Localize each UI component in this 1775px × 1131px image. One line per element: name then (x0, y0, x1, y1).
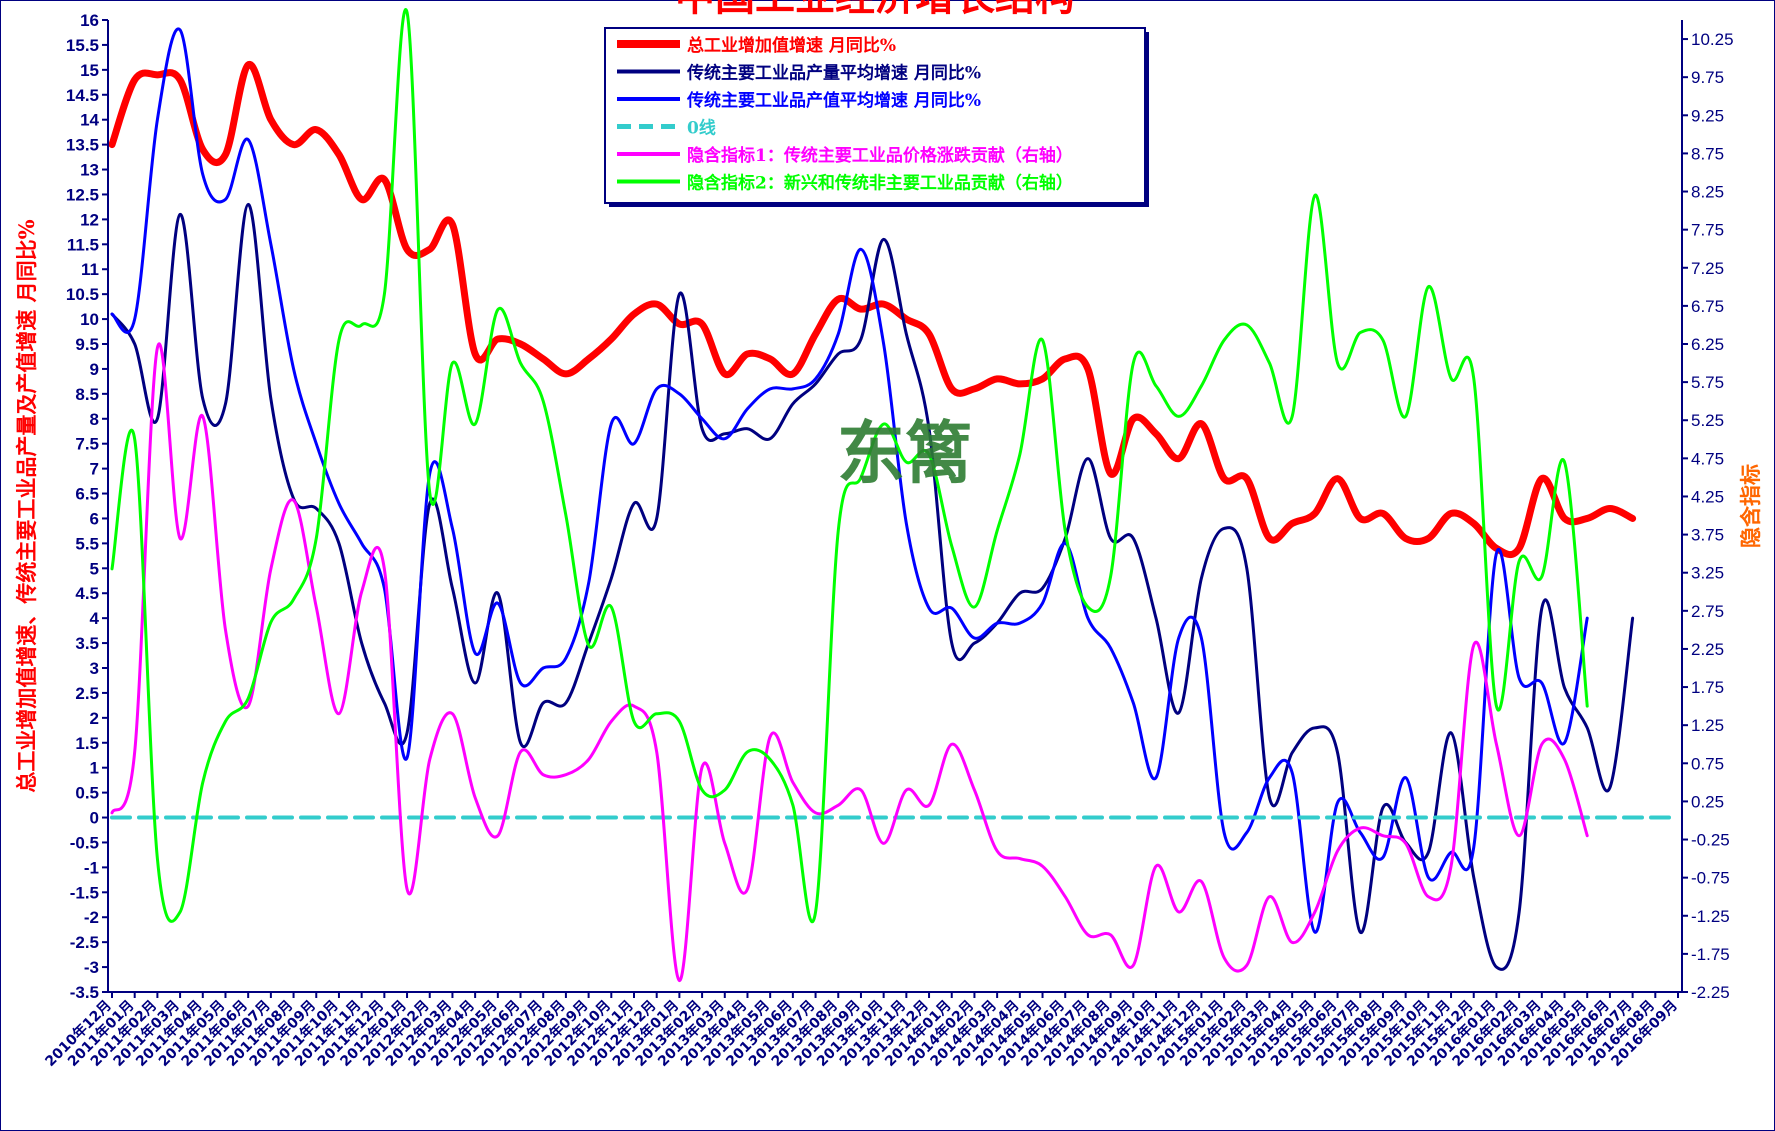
y-tick-label-left: 16 (80, 11, 99, 30)
y-tick-label-left: 11 (81, 260, 99, 279)
y-tick-label-left: 12 (80, 210, 99, 229)
y-tick-label-right: 8.25 (1691, 183, 1724, 202)
y-tick-label-left: 13 (80, 161, 99, 180)
y-tick-label-right: 7.25 (1691, 259, 1724, 278)
y-tick-label-right: 3.25 (1691, 564, 1724, 583)
y-tick-label-left: 10.5 (66, 285, 99, 304)
legend-entry-label: 隐含指标1：传统主要工业品价格涨跌贡献（右轴） (687, 145, 1073, 166)
y-tick-label-left: 3.5 (75, 634, 99, 653)
y-tick-label-right: 1.75 (1691, 678, 1724, 697)
y-tick-label-left: -3 (84, 958, 99, 977)
y-tick-label-right: 1.25 (1691, 716, 1724, 735)
y-tick-label-right: 6.75 (1691, 297, 1724, 316)
y-tick-label-right: 0.25 (1691, 792, 1724, 811)
y-tick-label-left: 4 (90, 609, 100, 628)
y-tick-label-right: 10.25 (1691, 30, 1734, 49)
y-axis-label-right: 隐含指标 (1738, 464, 1763, 548)
legend: 总工业增加值增速 月同比% 传统主要工业品产量平均增速 月同比% 传统主要工业品产值… (604, 27, 1149, 207)
y-tick-label-right: -2.25 (1691, 983, 1730, 1002)
y-tick-label-right: 3.75 (1691, 526, 1724, 545)
y-tick-label-left: -1 (84, 858, 99, 877)
y-tick-label-left: 5 (90, 559, 99, 578)
chart-title: 中国工业经济增长结构 (675, 0, 1075, 20)
y-tick-label-left: -2 (84, 908, 99, 927)
y-tick-label-left: 4.5 (75, 584, 99, 603)
y-tick-label-right: 9.25 (1691, 106, 1724, 125)
y-tick-label-right: 7.75 (1691, 221, 1724, 240)
y-tick-label-left: 9.5 (75, 335, 99, 354)
legend-entry-label: 0线 (687, 118, 716, 139)
y-tick-label-left: 0 (90, 809, 99, 828)
y-tick-label-left: 1.5 (75, 734, 99, 753)
series-line-5 (110, 8, 1589, 924)
y-tick-label-left: -1.5 (70, 883, 99, 902)
y-tick-label-left: 2 (90, 709, 99, 728)
y-tick-label-left: 14.5 (66, 86, 99, 105)
legend-entry-label: 隐含指标2：新兴和传统非主要工业品贡献（右轴） (687, 173, 1073, 194)
y-tick-label-left: 7 (90, 460, 99, 479)
y-tick-label-right: 0.75 (1691, 754, 1724, 773)
legend-entry-label: 传统主要工业品产量平均增速 月同比% (686, 63, 981, 84)
y-tick-label-left: 5.5 (75, 534, 99, 553)
y-axis-label-left: 总工业增加值增速、传统主要工业品产量及产值增速 月同比% (14, 219, 39, 792)
y-tick-label-right: 6.25 (1691, 335, 1724, 354)
y-tick-label-right: 5.75 (1691, 373, 1724, 392)
y-tick-label-right: 2.25 (1691, 640, 1724, 659)
series-line-0 (108, 61, 1637, 559)
axes-layer: -3.5-3-2.5-2-1.5-1-0.500.511.522.533.544… (42, 11, 1734, 1070)
y-tick-label-left: 15.5 (66, 36, 99, 55)
y-tick-label-left: -0.5 (70, 833, 99, 852)
y-tick-label-left: 0.5 (75, 784, 99, 803)
y-tick-label-left: 6.5 (75, 485, 99, 504)
y-tick-label-right: -1.25 (1691, 907, 1730, 926)
series-line-2 (110, 27, 1589, 934)
y-tick-label-left: -2.5 (70, 933, 99, 952)
y-tick-label-left: 10 (80, 310, 99, 329)
y-tick-label-left: 8.5 (75, 385, 99, 404)
y-tick-label-right: 8.75 (1691, 144, 1724, 163)
y-tick-label-left: 2.5 (75, 684, 99, 703)
y-tick-label-right: 5.25 (1691, 411, 1724, 430)
legend-box (604, 27, 1146, 204)
y-tick-label-right: 4.25 (1691, 487, 1724, 506)
plot-layer (108, 8, 1680, 983)
y-tick-label-left: 9 (90, 360, 99, 379)
y-tick-label-left: 7.5 (75, 435, 99, 454)
y-tick-label-left: 3 (90, 659, 99, 678)
legend-entry-label: 传统主要工业品产值平均增速 月同比% (686, 90, 981, 111)
y-tick-label-right: -0.25 (1691, 831, 1730, 850)
y-tick-label-right: -0.75 (1691, 869, 1730, 888)
y-tick-label-left: 8 (90, 410, 99, 429)
y-tick-label-left: 11.5 (67, 235, 99, 254)
y-tick-label-left: 12.5 (66, 185, 99, 204)
y-tick-label-left: 15 (80, 61, 99, 80)
y-tick-label-left: -3.5 (70, 983, 99, 1002)
y-tick-label-right: 9.75 (1691, 68, 1724, 87)
y-tick-label-right: 2.75 (1691, 602, 1724, 621)
y-tick-label-left: 6 (90, 509, 99, 528)
y-tick-label-right: 4.75 (1691, 449, 1724, 468)
y-tick-label-right: -1.75 (1691, 945, 1730, 964)
y-tick-label-left: 14 (80, 111, 99, 130)
y-tick-label-left: 13.5 (66, 136, 99, 155)
legend-entry-label: 总工业增加值增速 月同比% (687, 35, 896, 56)
watermark: 东篱 (837, 414, 973, 494)
y-tick-label-left: 1 (90, 759, 99, 778)
